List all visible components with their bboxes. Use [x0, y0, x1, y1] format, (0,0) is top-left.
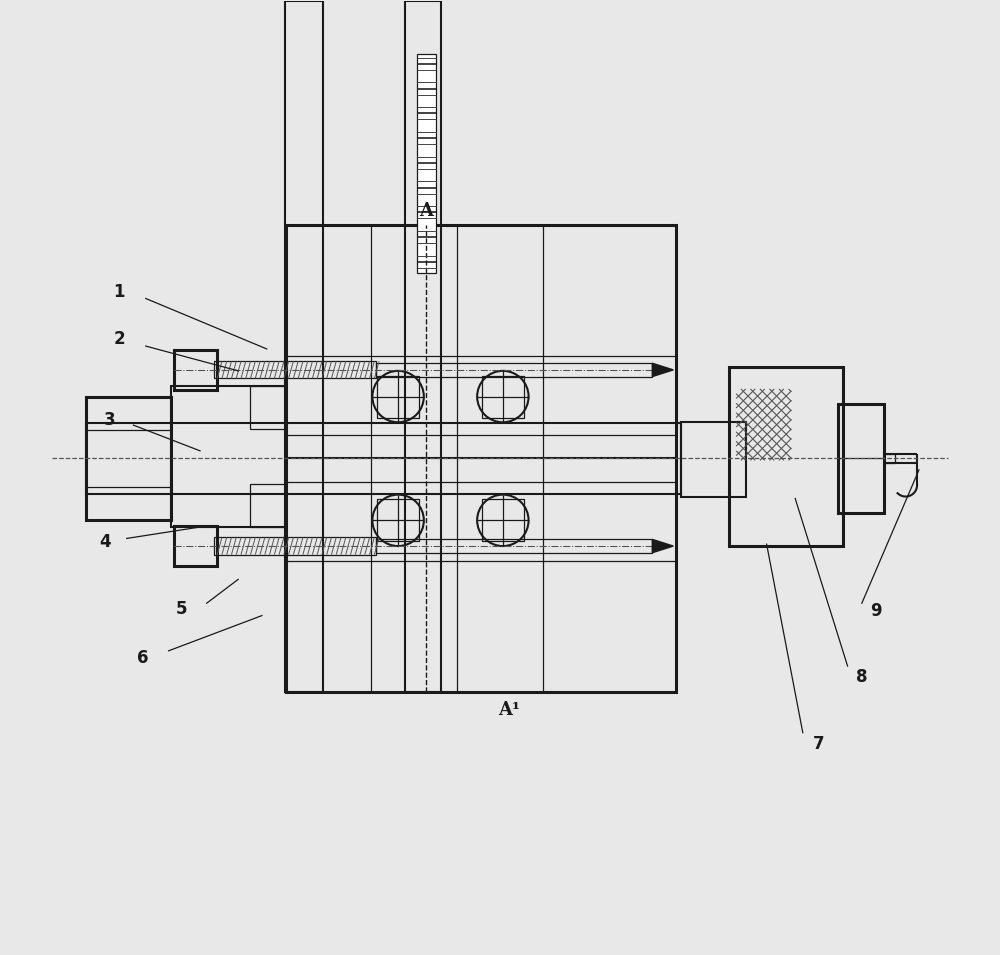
Bar [405, 1, 441, 691]
Bar [377, 375, 419, 417]
Bar [86, 423, 681, 494]
Bar [376, 363, 652, 376]
Text: 9: 9 [870, 602, 882, 620]
Text: 2: 2 [113, 330, 125, 349]
Text: 1: 1 [113, 283, 125, 301]
Bar [214, 538, 376, 555]
Bar [482, 499, 524, 541]
Text: 6: 6 [137, 649, 149, 668]
Bar [171, 386, 286, 527]
Bar [417, 53, 436, 273]
Bar [174, 526, 217, 566]
Text: 3: 3 [104, 412, 115, 430]
Bar [250, 484, 286, 527]
Text: 5: 5 [175, 600, 187, 618]
Text: A: A [419, 202, 433, 221]
Text: 8: 8 [856, 668, 868, 687]
Text: 7: 7 [813, 735, 825, 753]
Bar [482, 375, 524, 417]
Polygon shape [652, 540, 673, 553]
Polygon shape [652, 363, 673, 376]
Text: 4: 4 [99, 533, 111, 551]
Bar [838, 404, 884, 513]
Bar [377, 499, 419, 541]
Bar [681, 422, 746, 497]
Bar [250, 386, 286, 429]
Text: A¹: A¹ [499, 701, 520, 719]
Bar [729, 367, 843, 546]
Bar [86, 396, 171, 520]
Bar [214, 361, 376, 378]
Bar [285, 1, 323, 691]
Bar [376, 540, 652, 553]
Bar [174, 350, 217, 390]
Bar [884, 454, 895, 463]
Bar [286, 225, 676, 691]
